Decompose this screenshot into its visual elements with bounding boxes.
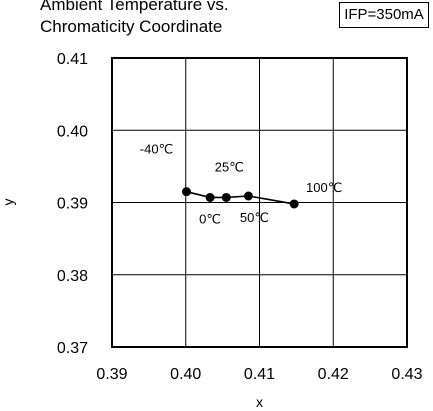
data-point xyxy=(289,199,299,209)
data-point xyxy=(243,191,253,201)
x-tick-label: 0.40 xyxy=(170,366,201,383)
chart-title-line-2: Chromaticity Coordinate xyxy=(40,17,223,36)
data-point xyxy=(181,187,191,197)
grid-lines xyxy=(112,58,407,347)
data-point xyxy=(205,192,215,202)
y-tick-label: 0.41 xyxy=(57,51,88,68)
chart-title: Ambient Temperature vs. Chromaticity Coo… xyxy=(40,0,229,38)
point-label: 0℃ xyxy=(199,211,221,226)
point-label: 25℃ xyxy=(215,159,244,174)
data-points xyxy=(181,187,299,209)
y-tick-labels: 0.41 0.40 0.39 0.38 0.37 xyxy=(57,51,88,357)
plot-frame xyxy=(111,57,408,348)
data-point xyxy=(221,192,231,202)
x-tick-labels: 0.39 0.40 0.41 0.42 0.43 xyxy=(96,366,422,383)
x-tick-label: 0.39 xyxy=(96,366,127,383)
y-tick-label: 0.37 xyxy=(57,340,88,357)
x-tick-label: 0.43 xyxy=(391,366,422,383)
x-tick-label: 0.41 xyxy=(244,366,275,383)
point-labels: -40℃ 0℃ 25℃ 50℃ 100℃ xyxy=(140,142,343,227)
x-tick-label: 0.42 xyxy=(318,366,349,383)
condition-badge: IFP=350mA xyxy=(339,2,429,28)
point-label: 100℃ xyxy=(306,180,342,195)
y-tick-label: 0.39 xyxy=(57,196,88,213)
y-axis-label: y xyxy=(0,199,16,206)
chart-title-line-1: Ambient Temperature vs. xyxy=(40,0,229,14)
y-tick-label: 0.40 xyxy=(57,123,88,140)
y-tick-label: 0.38 xyxy=(57,268,88,285)
x-axis-label: x xyxy=(256,394,263,410)
point-label: -40℃ xyxy=(140,142,173,157)
point-label: 50℃ xyxy=(240,210,269,225)
